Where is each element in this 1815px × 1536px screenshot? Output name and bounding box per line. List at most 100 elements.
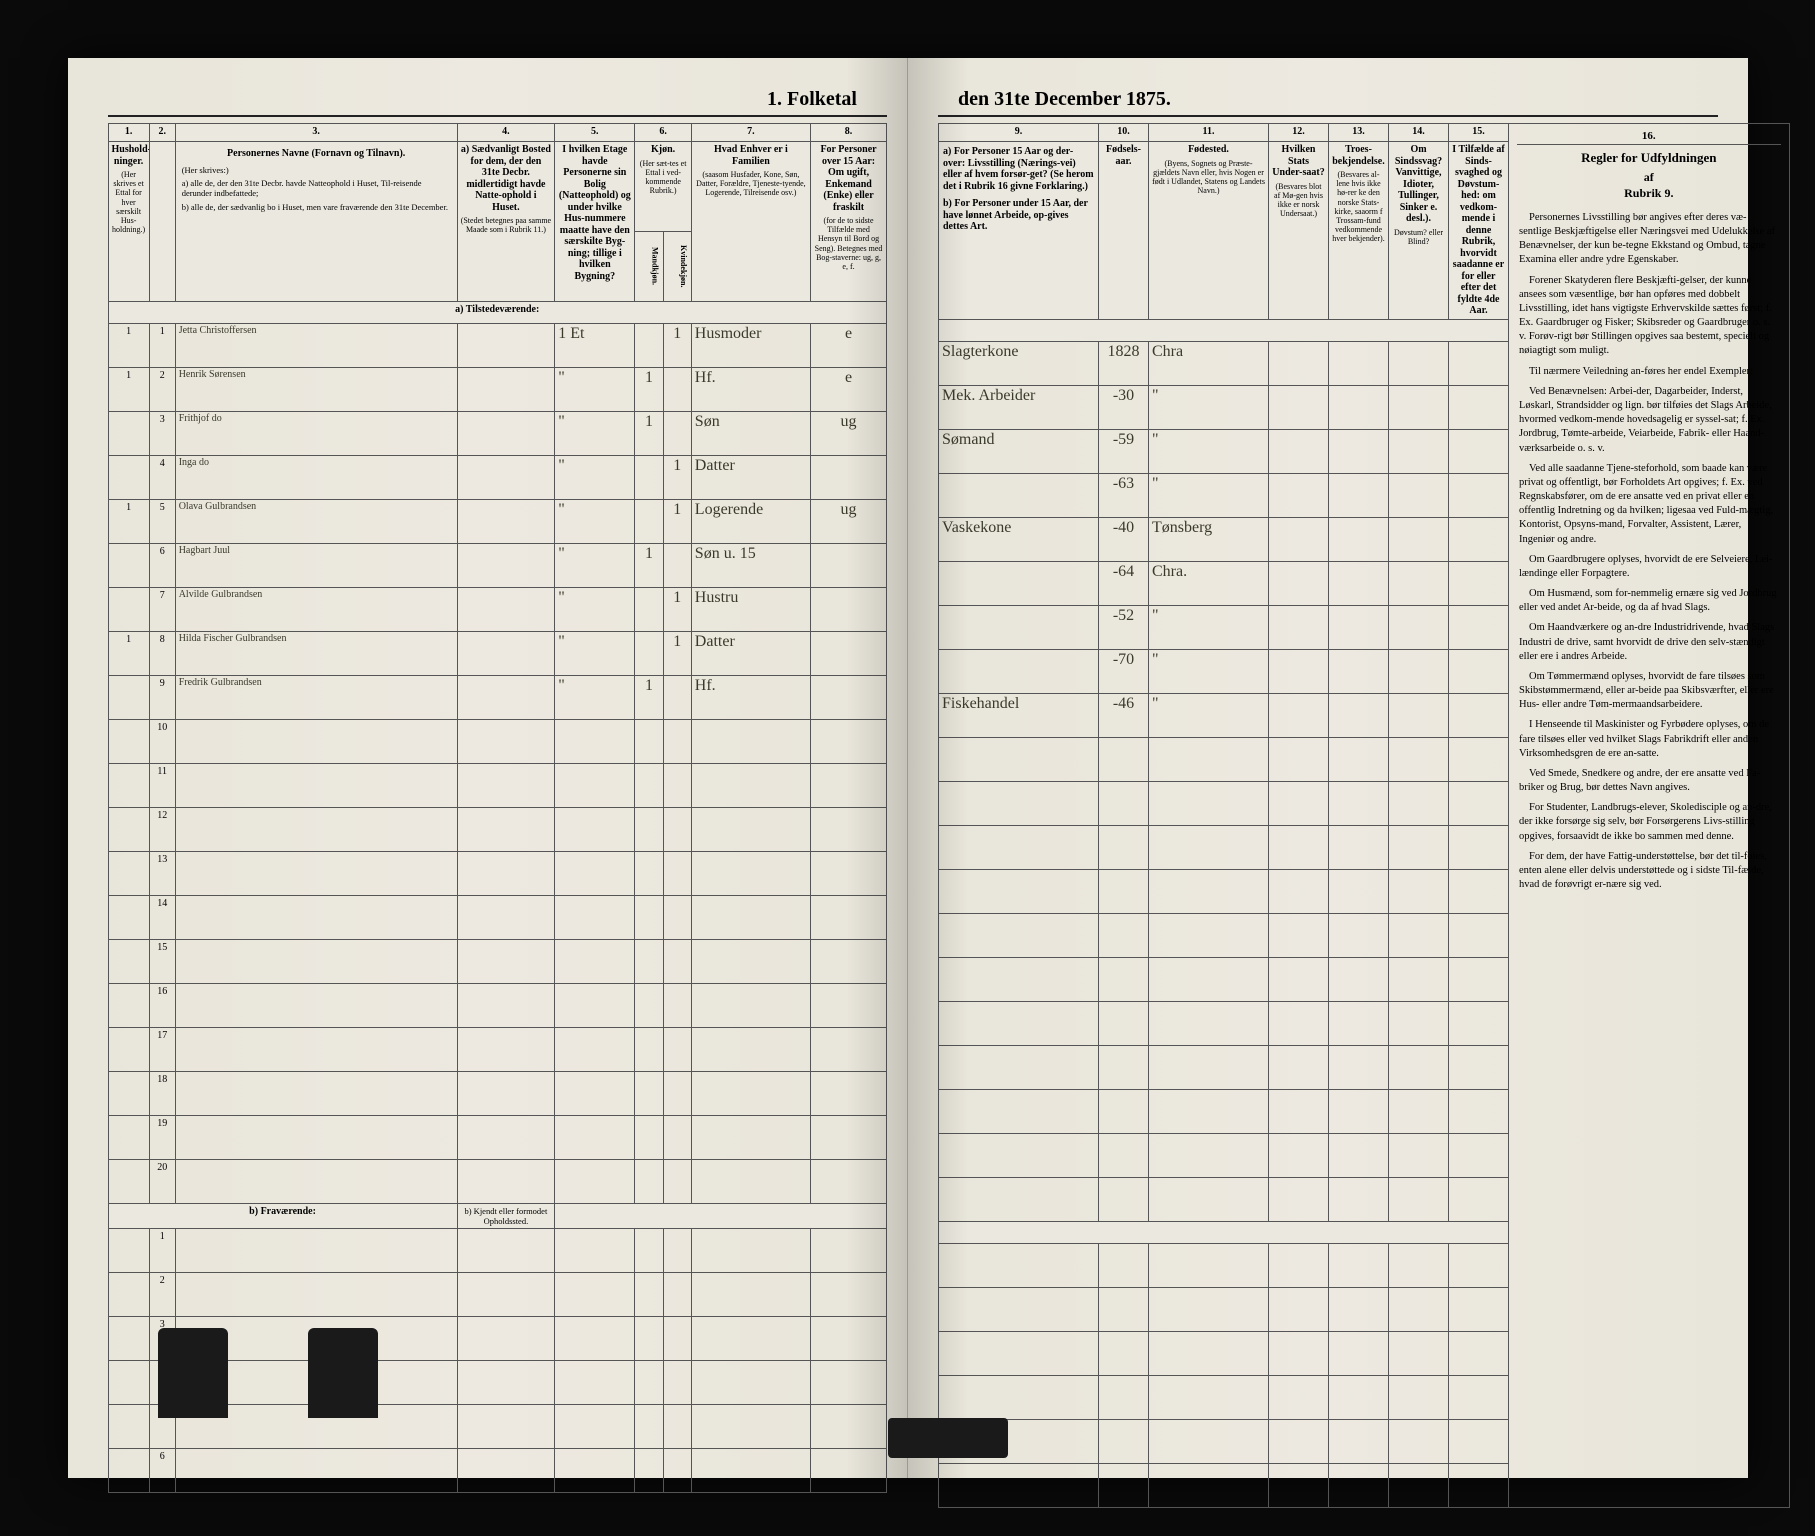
colnum-4: 4. [457, 124, 555, 142]
c14-cell [1389, 429, 1449, 473]
binder-clip [308, 1328, 378, 1418]
rownum-cell: 10 [149, 720, 175, 764]
c12-cell [1269, 693, 1329, 737]
table-row: 1 [108, 1229, 887, 1273]
c11-cell: Tønsberg [1149, 517, 1269, 561]
census-table-right: 9. 10. 11. 12. 13. 14. 15. a) For Person… [938, 123, 1509, 1508]
header-10: Fødsels-aar. [1099, 142, 1149, 320]
header-14: Om Sindssvag? Vanvittige, Idioter, Tulli… [1389, 142, 1449, 320]
c9-cell [939, 605, 1099, 649]
instr-p: Til nærmere Veiledning an-føres her ende… [1519, 365, 1779, 379]
name-cell: Olava Gulbrandsen [175, 500, 457, 544]
c11-cell: Chra [1149, 341, 1269, 385]
table-row: 18Hilda Fischer Gulbrandsen"1Datter [108, 632, 887, 676]
c9-cell: Vaskekone [939, 517, 1099, 561]
c6k-cell: 1 [663, 324, 691, 368]
c9-cell: Sømand [939, 429, 1099, 473]
c8-cell: ug [811, 500, 887, 544]
c6k-cell [663, 544, 691, 588]
table-row: 14 [108, 896, 887, 940]
c5-cell: " [555, 676, 635, 720]
c4-cell [457, 324, 555, 368]
census-table-left: 1. 2. 3. 4. 5. 6. 7. 8. Hushold-ninger. … [108, 123, 888, 1493]
c10-cell: -64 [1099, 561, 1149, 605]
table-row: Slagterkone1828Chra [939, 341, 1509, 385]
c11-cell: " [1149, 385, 1269, 429]
right-page: den 31te December 1875. 9. 10. 11. 12. 1… [908, 58, 1748, 1478]
colnum-2: 2. [149, 124, 175, 142]
c11-cell: " [1149, 429, 1269, 473]
rownum-cell: 16 [149, 984, 175, 1028]
colnum-15: 15. [1449, 124, 1509, 142]
colnum-11: 11. [1149, 124, 1269, 142]
c15-cell [1449, 341, 1509, 385]
table-row: 13 [108, 852, 887, 896]
rownum-cell: 1 [149, 324, 175, 368]
hh-cell [108, 676, 149, 720]
instr-sub1: af [1644, 170, 1654, 184]
instr-sub2: Rubrik 9. [1624, 186, 1673, 200]
rownum-cell: 9 [149, 676, 175, 720]
c15-cell [1449, 561, 1509, 605]
header-11: Fødested. (Byens, Sognets og Præste-gjæl… [1149, 142, 1269, 320]
c5-cell: " [555, 632, 635, 676]
c10-cell: -40 [1099, 517, 1149, 561]
rownum-cell: 15 [149, 940, 175, 984]
instr-p: For Studenter, Landbrugs-elever, Skoledi… [1519, 801, 1779, 844]
c9-cell: Fiskehandel [939, 693, 1099, 737]
instructions-column: 16. Regler for Udfyldningen afRubrik 9. … [1509, 123, 1790, 1508]
binder-clip [888, 1418, 1008, 1458]
hh-cell [108, 588, 149, 632]
c9-cell [939, 473, 1099, 517]
table-row: 4Inga do"1Datter [108, 456, 887, 500]
c5-cell: " [555, 500, 635, 544]
c8-cell [811, 676, 887, 720]
c9-cell: Mek. Arbeider [939, 385, 1099, 429]
instr-p: Forener Skatyderen flere Beskjæfti-gelse… [1519, 274, 1779, 359]
colnum-7: 7. [691, 124, 810, 142]
h5-main: I hvilken Etage havde Personerne sin Bol… [559, 144, 631, 282]
rownum-cell: 2 [149, 368, 175, 412]
colnum-12: 12. [1269, 124, 1329, 142]
table-row [939, 825, 1509, 869]
colnum-5: 5. [555, 124, 635, 142]
table-row: 12 [108, 808, 887, 852]
binder-clip [158, 1328, 228, 1418]
c8-cell: e [811, 324, 887, 368]
c6k-cell [663, 676, 691, 720]
header-7: Hvad Enhver er i Familien (saasom Husfad… [691, 142, 810, 302]
table-row: Sømand-59" [939, 429, 1509, 473]
c7-cell: Hf. [691, 676, 810, 720]
c13-cell [1329, 473, 1389, 517]
c11-cell: " [1149, 473, 1269, 517]
h7-sub: (saasom Husfader, Kone, Søn, Datter, For… [695, 170, 807, 198]
c8-cell: e [811, 368, 887, 412]
header-15: I Tilfælde af Sinds-svaghed og Døvstum-h… [1449, 142, 1509, 320]
header-3: Personernes Navne (Fornavn og Tilnavn). … [175, 142, 457, 302]
c11-cell: " [1149, 605, 1269, 649]
header-4: a) Sædvanligt Bosted for dem, der den 31… [457, 142, 555, 302]
h4-sub: (Stedet betegnes paa samme Maade som i R… [461, 216, 552, 234]
rownum-cell: 19 [149, 1116, 175, 1160]
c10-cell: -63 [1099, 473, 1149, 517]
colnum-13: 13. [1329, 124, 1389, 142]
hh-cell: 1 [108, 368, 149, 412]
rownum-cell: 20 [149, 1160, 175, 1204]
c6m-cell: 1 [635, 412, 663, 456]
instr-p: Personernes Livsstilling bør angives eft… [1519, 211, 1779, 268]
c4-cell [457, 456, 555, 500]
table-row [939, 1419, 1509, 1463]
header-12: Hvilken Stats Under-saat? (Besvares blot… [1269, 142, 1329, 320]
c15-cell [1449, 517, 1509, 561]
c15-cell [1449, 473, 1509, 517]
c12-cell [1269, 473, 1329, 517]
colnum-16: 16. [1517, 130, 1781, 145]
h13-main: Troes-bekjendelse. [1332, 144, 1385, 167]
colnum-6: 6. [635, 124, 691, 142]
rownum-cell: 14 [149, 896, 175, 940]
instr-p: Om Gaardbrugere oplyses, hvorvidt de ere… [1519, 553, 1779, 581]
title-right: den 31te December 1875. [938, 88, 1718, 117]
table-row [939, 1287, 1509, 1331]
c6k-cell: 1 [663, 456, 691, 500]
table-row: 16 [108, 984, 887, 1028]
